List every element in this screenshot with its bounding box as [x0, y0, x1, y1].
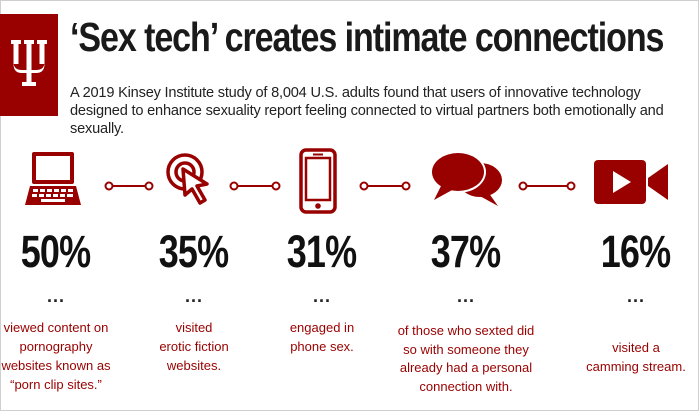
- stat-description: visited a camming stream.: [586, 340, 686, 374]
- stat-value: 16%: [601, 226, 671, 277]
- stat-value: 50%: [21, 226, 91, 277]
- connector-line: [104, 181, 154, 191]
- stat-value: 31%: [287, 226, 357, 277]
- stat-value: 35%: [159, 226, 229, 277]
- stat-description: visited erotic fiction websites.: [159, 320, 229, 373]
- ellipsis: ...: [312, 286, 331, 306]
- connector-line: [229, 181, 281, 191]
- ellipsis: ...: [626, 286, 645, 306]
- stat-value: 37%: [431, 226, 501, 277]
- page-title: ‘Sex tech’ creates intimate connections: [70, 14, 664, 60]
- ellipsis: ...: [184, 286, 203, 306]
- ellipsis: ...: [456, 286, 475, 306]
- stat-description: engaged in phone sex.: [289, 320, 355, 354]
- stat-description: viewed content on pornography websites kno…: [1, 320, 111, 392]
- page-subtitle: A 2019 Kinsey Institute study of 8,004 U…: [70, 85, 664, 137]
- laptop-icon: [25, 152, 81, 205]
- chat-bubbles-icon: [430, 151, 502, 206]
- ellipsis: ...: [46, 286, 65, 306]
- stat-description: of those who sexted did so with someone t…: [397, 323, 535, 394]
- video-camera-icon: [594, 160, 668, 204]
- cursor-click-icon: [166, 153, 209, 205]
- connector-line: [518, 181, 576, 191]
- phone-icon: [299, 148, 337, 214]
- university-logo: [0, 14, 58, 116]
- trident-logo-icon: [11, 40, 47, 86]
- connector-line: [359, 181, 411, 191]
